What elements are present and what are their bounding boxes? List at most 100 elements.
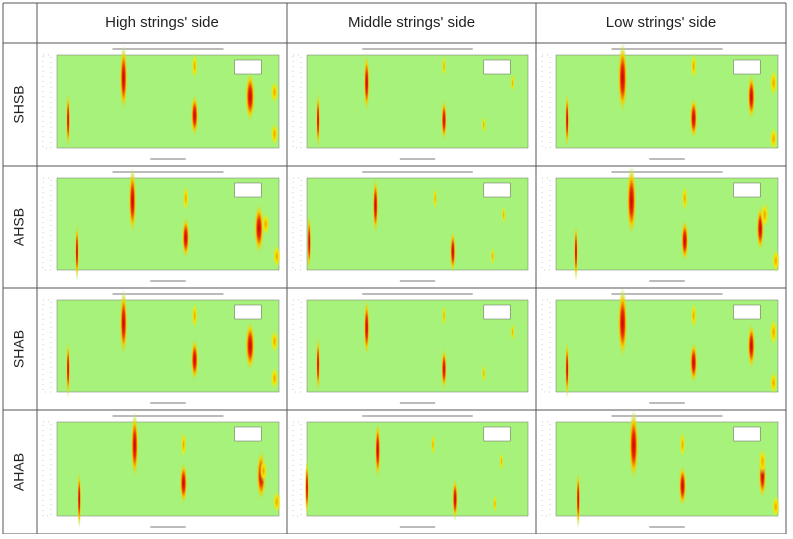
spectral-peak — [128, 167, 137, 235]
spectral-peak — [680, 218, 689, 263]
spectral-peak — [690, 301, 697, 330]
spectral-peak — [481, 114, 486, 135]
spectral-peak — [449, 229, 456, 274]
y-ticks-placeholder — [292, 177, 302, 271]
spectral-peak — [433, 186, 438, 211]
column-header: Low strings' side — [606, 14, 716, 31]
spectral-peak — [452, 477, 459, 522]
spectral-peak — [565, 339, 570, 399]
spectral-peak — [490, 246, 495, 267]
spectral-peak — [363, 297, 370, 358]
spectral-peak — [272, 489, 281, 514]
legend-box — [733, 182, 761, 198]
spectral-peak — [626, 165, 637, 237]
spectral-peak — [270, 329, 279, 354]
plot-image — [541, 287, 779, 404]
plot-title-placeholder — [112, 171, 224, 173]
legend-box — [483, 59, 511, 75]
spectral-peak — [769, 370, 778, 395]
y-ticks-placeholder — [42, 299, 52, 393]
x-label-placeholder — [649, 280, 685, 282]
spectral-peak — [617, 42, 628, 115]
plot-image — [541, 42, 779, 160]
spectral-peak — [254, 202, 265, 255]
plot-image — [292, 48, 529, 160]
plot-title-placeholder — [112, 415, 224, 417]
spectral-peak — [442, 54, 447, 79]
spectral-peak — [181, 215, 190, 260]
x-label-placeholder — [399, 402, 436, 404]
spectral-peak — [441, 347, 448, 391]
spectral-peak — [119, 289, 128, 357]
spectral-peak — [678, 463, 687, 508]
plot-title-placeholder — [112, 48, 224, 50]
spectral-peak — [374, 420, 381, 481]
row-header: SHAB — [11, 330, 27, 368]
y-ticks-placeholder — [292, 54, 302, 149]
spectral-peak — [180, 430, 187, 459]
spectral-peak — [769, 126, 778, 151]
spectral-peak — [771, 248, 780, 273]
legend-box — [234, 426, 262, 442]
spectral-peak — [679, 430, 686, 459]
spectral-peak — [245, 320, 256, 372]
spectral-peak — [689, 340, 698, 385]
spectral-peak — [747, 72, 756, 121]
spectral-peak — [316, 90, 321, 151]
spectral-peak — [492, 493, 497, 514]
spectral-peak — [510, 72, 515, 93]
spectral-peak — [617, 287, 628, 359]
column-header: High strings' side — [105, 14, 219, 31]
plot-image — [42, 411, 281, 530]
plot-image — [292, 171, 529, 282]
spectral-peak — [430, 432, 435, 457]
spectral-peak — [270, 122, 279, 147]
x-label-placeholder — [649, 526, 685, 528]
spectral-peak — [510, 322, 515, 343]
plot-title-placeholder — [611, 293, 723, 295]
spectral-peak — [66, 339, 71, 399]
y-ticks-placeholder — [541, 421, 551, 517]
spectral-peak — [573, 221, 578, 282]
spectral-peak — [130, 411, 139, 480]
spectral-peak — [270, 80, 279, 105]
legend-box — [733, 304, 761, 320]
legend-box — [234, 59, 262, 75]
spectral-peak — [245, 70, 256, 123]
plot-title-placeholder — [362, 415, 473, 417]
legend-box — [234, 182, 262, 198]
spectral-peak — [769, 68, 778, 97]
spectral-peak — [179, 461, 188, 506]
legend-box — [733, 426, 761, 442]
spectral-peak — [499, 451, 504, 472]
spectral-peak — [191, 301, 198, 330]
spectral-peak — [77, 469, 82, 530]
plot-title-placeholder — [362, 171, 473, 173]
legend-box — [483, 182, 511, 198]
spectral-peak — [481, 363, 486, 384]
x-label-placeholder — [649, 402, 685, 404]
spectral-peak — [758, 447, 767, 476]
x-label-placeholder — [150, 158, 186, 160]
x-label-placeholder — [649, 158, 685, 160]
row-header: AHSB — [11, 208, 27, 246]
row-header: AHAB — [11, 453, 27, 491]
plot-image — [292, 415, 529, 528]
legend-box — [483, 304, 511, 320]
plot-image — [541, 165, 780, 282]
spectral-peak — [565, 90, 570, 151]
spectral-peak — [690, 52, 697, 81]
row-header: SHSB — [11, 85, 27, 123]
x-label-placeholder — [150, 526, 186, 528]
y-ticks-placeholder — [42, 421, 52, 517]
spectral-peak — [190, 337, 199, 382]
spectral-peak — [191, 52, 198, 81]
spectral-peak — [681, 184, 688, 213]
plot-title-placeholder — [112, 293, 224, 295]
x-label-placeholder — [150, 280, 186, 282]
spectral-peak — [769, 318, 778, 347]
spectral-peak — [576, 469, 581, 530]
plot-image — [42, 44, 280, 160]
plot-title-placeholder — [611, 415, 723, 417]
spectral-peak — [501, 204, 506, 225]
